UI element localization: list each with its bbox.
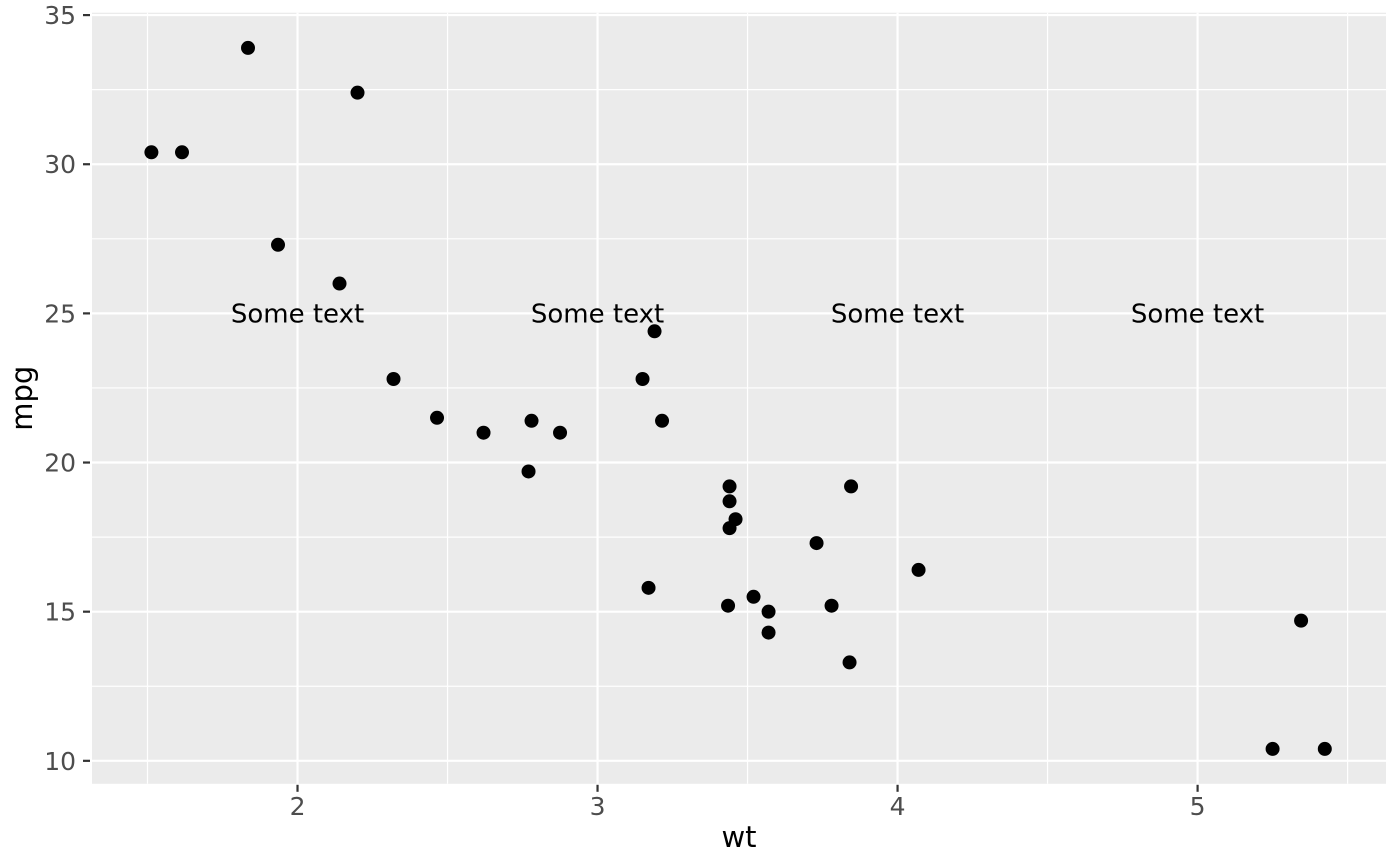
y-axis-tick-label: 15 xyxy=(44,598,76,627)
data-point xyxy=(350,85,365,100)
annotation-label: Some text xyxy=(831,299,964,329)
y-axis-tick-label: 20 xyxy=(44,449,76,478)
y-axis-tick-label: 35 xyxy=(44,1,76,30)
x-axis-tick-label: 2 xyxy=(290,792,306,821)
data-point xyxy=(1265,741,1280,756)
data-point xyxy=(332,276,347,291)
data-point xyxy=(721,598,736,613)
data-point xyxy=(386,372,401,387)
data-point xyxy=(761,604,776,619)
data-point xyxy=(175,145,190,160)
data-point xyxy=(241,40,256,55)
data-point xyxy=(911,562,926,577)
annotation-label: Some text xyxy=(1131,299,1264,329)
panel-background xyxy=(92,12,1386,784)
data-point xyxy=(553,425,568,440)
data-point xyxy=(761,625,776,640)
data-point xyxy=(722,479,737,494)
x-axis-title: wt xyxy=(721,820,756,854)
data-point xyxy=(809,536,824,551)
y-axis-title: mpg xyxy=(5,366,39,431)
data-point xyxy=(144,145,159,160)
data-point xyxy=(635,372,650,387)
data-point xyxy=(521,464,536,479)
x-axis-tick-label: 4 xyxy=(890,792,906,821)
data-point xyxy=(271,237,286,252)
data-point xyxy=(824,598,839,613)
data-point xyxy=(842,655,857,670)
data-point xyxy=(641,580,656,595)
y-axis-tick-label: 30 xyxy=(44,150,76,179)
y-axis-tick-label: 25 xyxy=(44,299,76,328)
data-point xyxy=(1294,613,1309,628)
annotation-label: Some text xyxy=(531,299,664,329)
x-axis-tick-label: 3 xyxy=(590,792,606,821)
data-point xyxy=(430,410,445,425)
data-point xyxy=(746,589,761,604)
data-point xyxy=(722,494,737,509)
data-point xyxy=(1317,741,1332,756)
data-point xyxy=(844,479,859,494)
annotation-label: Some text xyxy=(231,299,364,329)
data-point xyxy=(655,413,670,428)
y-axis-tick-label: 10 xyxy=(44,747,76,776)
data-point xyxy=(524,413,539,428)
data-point xyxy=(722,521,737,536)
data-point xyxy=(476,425,491,440)
plot-panel: 2 3 4 5 10 15 20 25 30 35 Some text Some text Some t… xyxy=(44,1,1386,821)
data-point xyxy=(647,324,662,339)
x-axis-tick-label: 5 xyxy=(1190,792,1206,821)
